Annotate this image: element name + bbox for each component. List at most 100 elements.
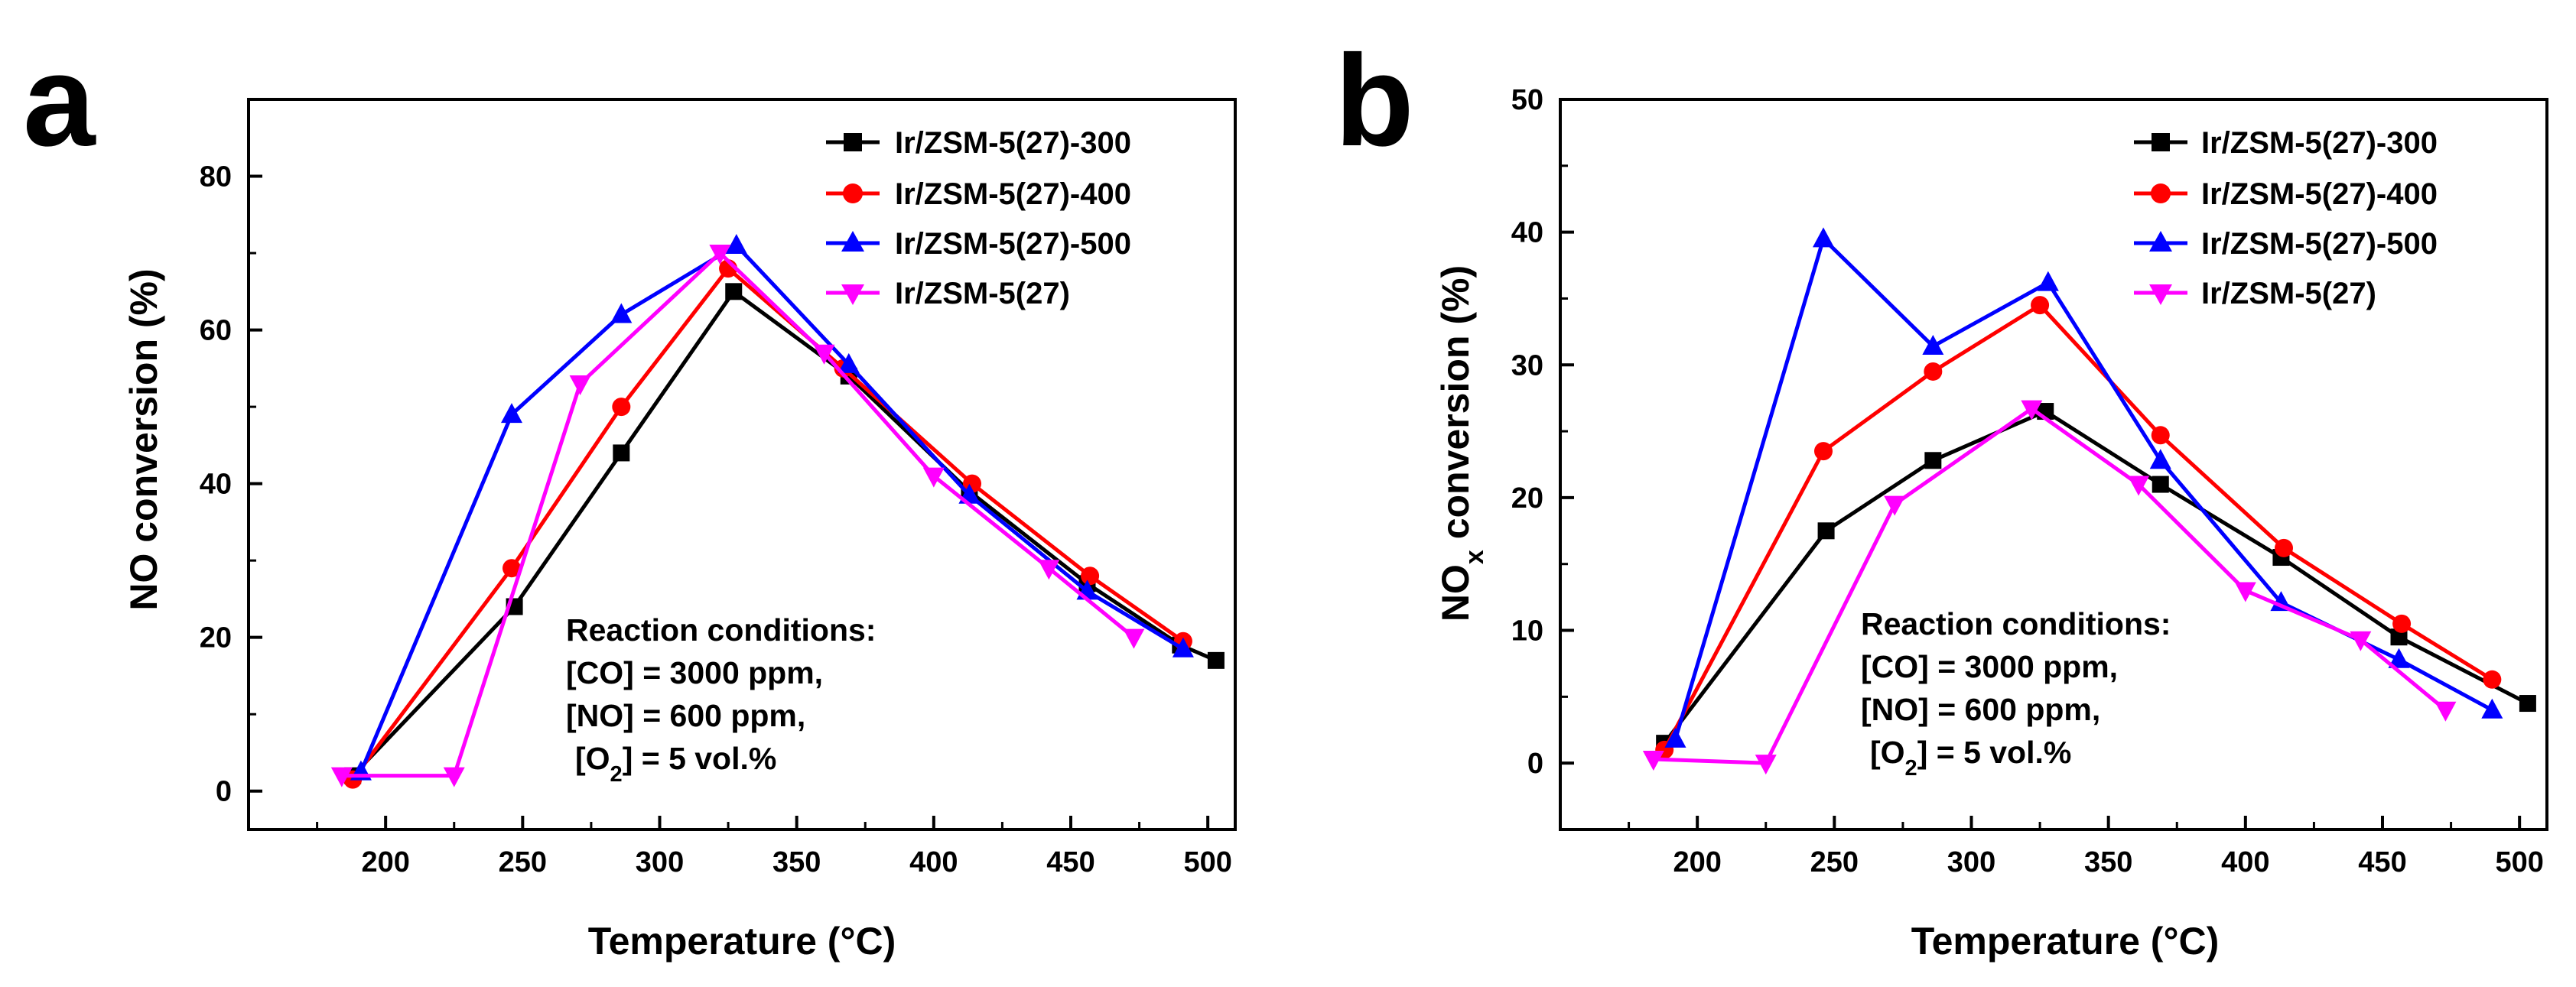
plot-area-b: 200 250 300 350 400 450 500 0 10 20 30 40 50 [1511, 84, 2548, 878]
legend-b: Ir/ZSM-5(27)-300 Ir/ZSM-5(27)-400 Ir/ZSM… [2134, 126, 2438, 310]
data-point-a-2-4 [838, 352, 860, 373]
x-tick-label-a-2: 300 [636, 846, 684, 878]
data-point-a-3-2 [569, 375, 591, 395]
data-point-a-2-2 [610, 303, 633, 323]
data-point-a-2-3 [725, 234, 747, 254]
data-point-b-3-1 [1755, 755, 1777, 775]
x-tick-label-b-2: 300 [1947, 846, 1995, 878]
data-point-a-0-2 [613, 444, 630, 462]
data-point-b-1-3 [2031, 296, 2050, 315]
data-point-b-3-3 [2021, 400, 2043, 420]
series-line-a-2 [359, 243, 1185, 773]
legend-label-a-1: Ir/ZSM-5(27)-400 [895, 177, 1131, 211]
data-point-b-2-7 [2481, 698, 2503, 719]
y-tick-label-a-1: 20 [200, 622, 232, 654]
annotation-co-b: [CO] = 3000 ppm, [1861, 649, 2118, 684]
data-point-a-3-1 [443, 767, 465, 787]
data-point-b-1-5 [2275, 538, 2293, 557]
y-tick-label-b-5: 50 [1511, 84, 1543, 116]
data-point-a-3-6 [1038, 560, 1060, 580]
legend-label-a-2: Ir/ZSM-5(27)-500 [895, 227, 1131, 261]
x-axis-title-b: Temperature (°C) [1911, 920, 2219, 963]
legend-label-b-3: Ir/ZSM-5(27) [2201, 277, 2376, 310]
data-point-b-2-2 [1922, 334, 1944, 355]
legend-label-b-1: Ir/ZSM-5(27)-400 [2201, 177, 2438, 211]
data-point-a-1-1 [503, 559, 521, 578]
data-point-b-0-4 [2152, 476, 2169, 493]
y-tick-label-b-2: 20 [1511, 482, 1543, 515]
data-point-a-3-4 [813, 344, 835, 365]
legend-label-b-2: Ir/ZSM-5(27)-500 [2201, 227, 2438, 261]
legend-marker-b-2 [2149, 231, 2172, 252]
y-tick-label-b-1: 10 [1511, 615, 1543, 648]
data-point-a-0-8 [1207, 651, 1225, 669]
legend-label-a-0: Ir/ZSM-5(27)-300 [895, 126, 1131, 160]
series-line-a-3 [341, 251, 1135, 778]
chart-panel-b: b 200 250 300 350 400 450 500 0 10 20 30 40 50 Tempe… [1335, 28, 2548, 963]
plot-area-a: 200 250 300 350 400 450 500 0 20 40 60 80 [200, 98, 1237, 878]
plot-frame-a [247, 98, 1237, 831]
data-point-b-1-4 [2151, 426, 2170, 445]
data-point-a-3-0 [330, 767, 353, 787]
legend-marker-b-0 [2152, 133, 2170, 151]
chart-panel-a: a 200 250 300 350 400 450 500 0 20 40 60 80 Tempera… [23, 28, 1237, 963]
y-tick-label-b-4: 40 [1511, 217, 1543, 249]
annotation-a: Reaction conditions: [CO] = 3000 ppm, [N… [566, 612, 876, 787]
data-point-b-2-3 [2037, 271, 2059, 291]
data-point-b-3-2 [1884, 495, 1906, 516]
data-point-b-3-4 [2128, 476, 2150, 496]
annotation-o2-a: [O2] = 5 vol.% [575, 741, 776, 787]
annotation-co-a: [CO] = 3000 ppm, [566, 655, 823, 690]
y-axis-title-a: NO conversion (%) [122, 268, 165, 610]
data-point-b-2-4 [2149, 449, 2171, 469]
data-point-b-1-1 [1814, 442, 1833, 461]
legend-marker-a-0 [844, 133, 862, 151]
x-tick-label-a-3: 350 [772, 846, 821, 878]
legend-marker-b-3 [2149, 284, 2172, 305]
annotation-title-b: Reaction conditions: [1861, 606, 2171, 641]
x-tick-label-b-4: 400 [2221, 846, 2269, 878]
panel-letter-b: b [1335, 28, 1414, 174]
x-tick-label-b-6: 500 [2495, 846, 2543, 878]
legend-label-b-0: Ir/ZSM-5(27)-300 [2201, 126, 2438, 160]
legend-marker-a-3 [841, 284, 864, 305]
data-point-a-1-6 [1081, 567, 1100, 586]
data-point-a-3-5 [922, 467, 945, 488]
data-point-b-1-2 [1924, 362, 1943, 381]
data-point-a-3-7 [1123, 628, 1145, 649]
x-tick-label-b-3: 350 [2084, 846, 2132, 878]
data-point-a-2-7 [1172, 637, 1194, 657]
annotation-title-a: Reaction conditions: [566, 612, 876, 648]
data-point-b-0-6 [2390, 628, 2408, 646]
series-line-b-0 [1663, 409, 2529, 745]
data-point-b-3-6 [2350, 631, 2372, 651]
data-point-b-1-6 [2392, 614, 2412, 633]
x-tick-label-a-6: 500 [1183, 846, 1231, 878]
y-tick-label-a-4: 80 [200, 161, 232, 193]
data-point-b-1-7 [2483, 670, 2502, 689]
data-point-b-2-0 [1664, 727, 1686, 748]
y-tick-label-a-2: 40 [200, 469, 232, 501]
x-tick-label-b-1: 250 [1810, 846, 1859, 878]
panel-letter-a: a [23, 28, 96, 174]
legend-marker-a-1 [843, 183, 863, 203]
data-point-b-2-1 [1813, 227, 1834, 248]
x-tick-label-b-0: 200 [1673, 846, 1721, 878]
data-point-b-3-7 [2435, 701, 2457, 722]
annotation-no-a: [NO] = 600 ppm, [566, 698, 805, 733]
series-line-b-2 [1673, 236, 2493, 740]
plot-frame-b [1559, 98, 2548, 831]
y-tick-label-a-3: 60 [200, 315, 232, 347]
data-point-b-3-5 [2234, 582, 2256, 602]
annotation-no-b: [NO] = 600 ppm, [1861, 692, 2100, 727]
x-axis-title-a: Temperature (°C) [588, 920, 896, 963]
y-tick-label-b-0: 0 [1527, 748, 1543, 780]
annotation-b: Reaction conditions: [CO] = 3000 ppm, [N… [1861, 606, 2171, 781]
annotation-o2-b: [O2] = 5 vol.% [1870, 735, 2071, 781]
data-point-a-1-2 [612, 398, 631, 417]
data-point-b-3-0 [1642, 750, 1664, 771]
data-point-b-2-6 [2388, 648, 2410, 668]
series-line-b-3 [1653, 407, 2448, 765]
data-point-a-3-3 [709, 245, 731, 265]
